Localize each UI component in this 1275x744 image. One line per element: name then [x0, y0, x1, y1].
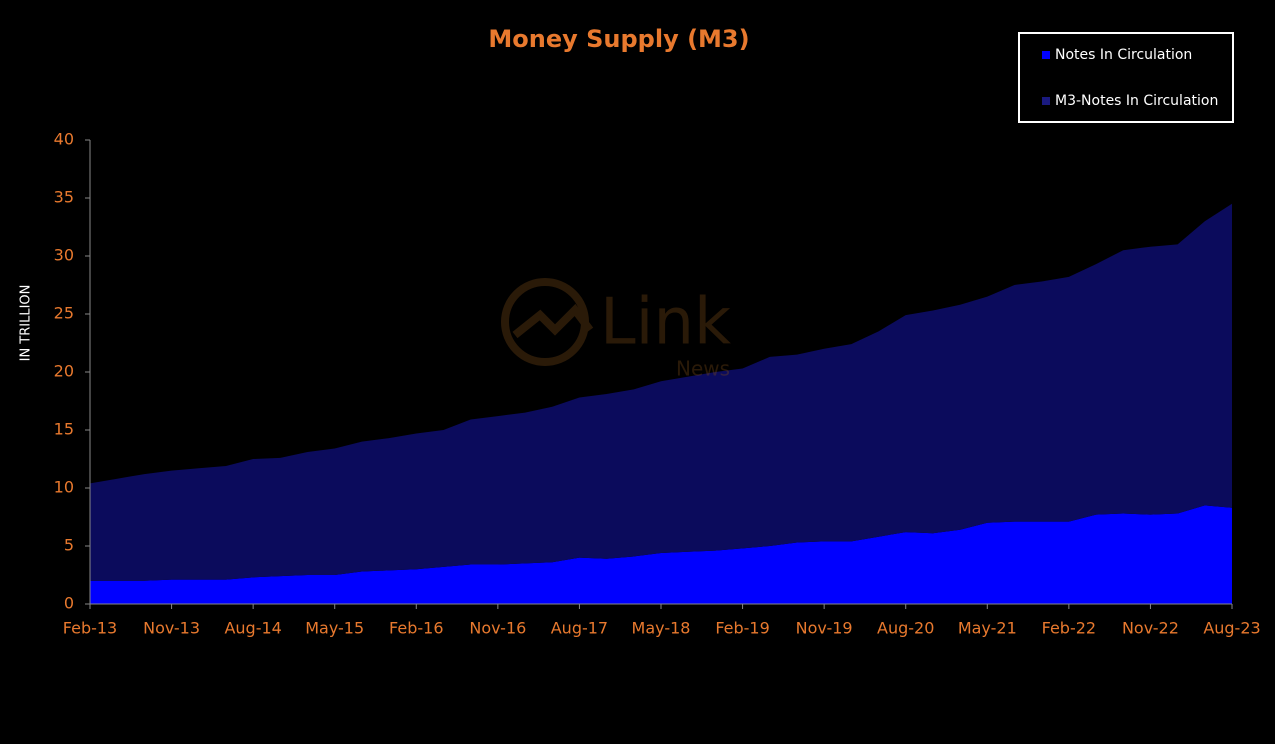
- watermark-brand: Link: [600, 286, 731, 360]
- x-tick-label: Nov-22: [1122, 619, 1179, 638]
- legend-swatch: [1042, 97, 1050, 105]
- x-tick-label: May-21: [958, 619, 1017, 638]
- legend-box: [1018, 32, 1234, 123]
- x-tick-label: Nov-16: [469, 619, 526, 638]
- y-tick-label: 20: [54, 362, 74, 381]
- y-tick-label: 15: [54, 420, 74, 439]
- watermark-ring: [501, 278, 589, 366]
- y-tick-label: 25: [54, 304, 74, 323]
- chart-title: Money Supply (M3): [488, 25, 749, 53]
- x-tick-label: Feb-16: [389, 619, 443, 638]
- x-tick-label: Feb-13: [63, 619, 117, 638]
- area: [90, 203, 1232, 581]
- legend-swatch: [1042, 51, 1050, 59]
- y-tick-label: 30: [54, 246, 74, 265]
- watermark-sub: News: [676, 357, 730, 381]
- y-tick-label: 10: [54, 478, 74, 497]
- x-tick-label: May-15: [305, 619, 364, 638]
- y-tick-label: 5: [64, 536, 74, 555]
- x-tick-label: Aug-23: [1203, 619, 1260, 638]
- watermark-zigzag: [512, 303, 594, 339]
- x-tick-label: Aug-14: [224, 619, 281, 638]
- x-tick-label: May-18: [632, 619, 691, 638]
- y-tick-label: 40: [54, 130, 74, 149]
- y-tick-label: 0: [64, 594, 74, 613]
- legend-label: M3-Notes In Circulation: [1055, 93, 1218, 109]
- x-tick-label: Nov-19: [796, 619, 853, 638]
- y-tick-label: 35: [54, 188, 74, 207]
- x-tick-label: Feb-19: [715, 619, 769, 638]
- legend-label: Notes In Circulation: [1055, 47, 1192, 63]
- area: [90, 505, 1232, 604]
- x-tick-label: Feb-22: [1042, 619, 1096, 638]
- y-axis-label: IN TRILLION: [19, 285, 34, 362]
- x-tick-label: Nov-13: [143, 619, 200, 638]
- x-tick-label: Aug-20: [877, 619, 934, 638]
- x-tick-label: Aug-17: [551, 619, 608, 638]
